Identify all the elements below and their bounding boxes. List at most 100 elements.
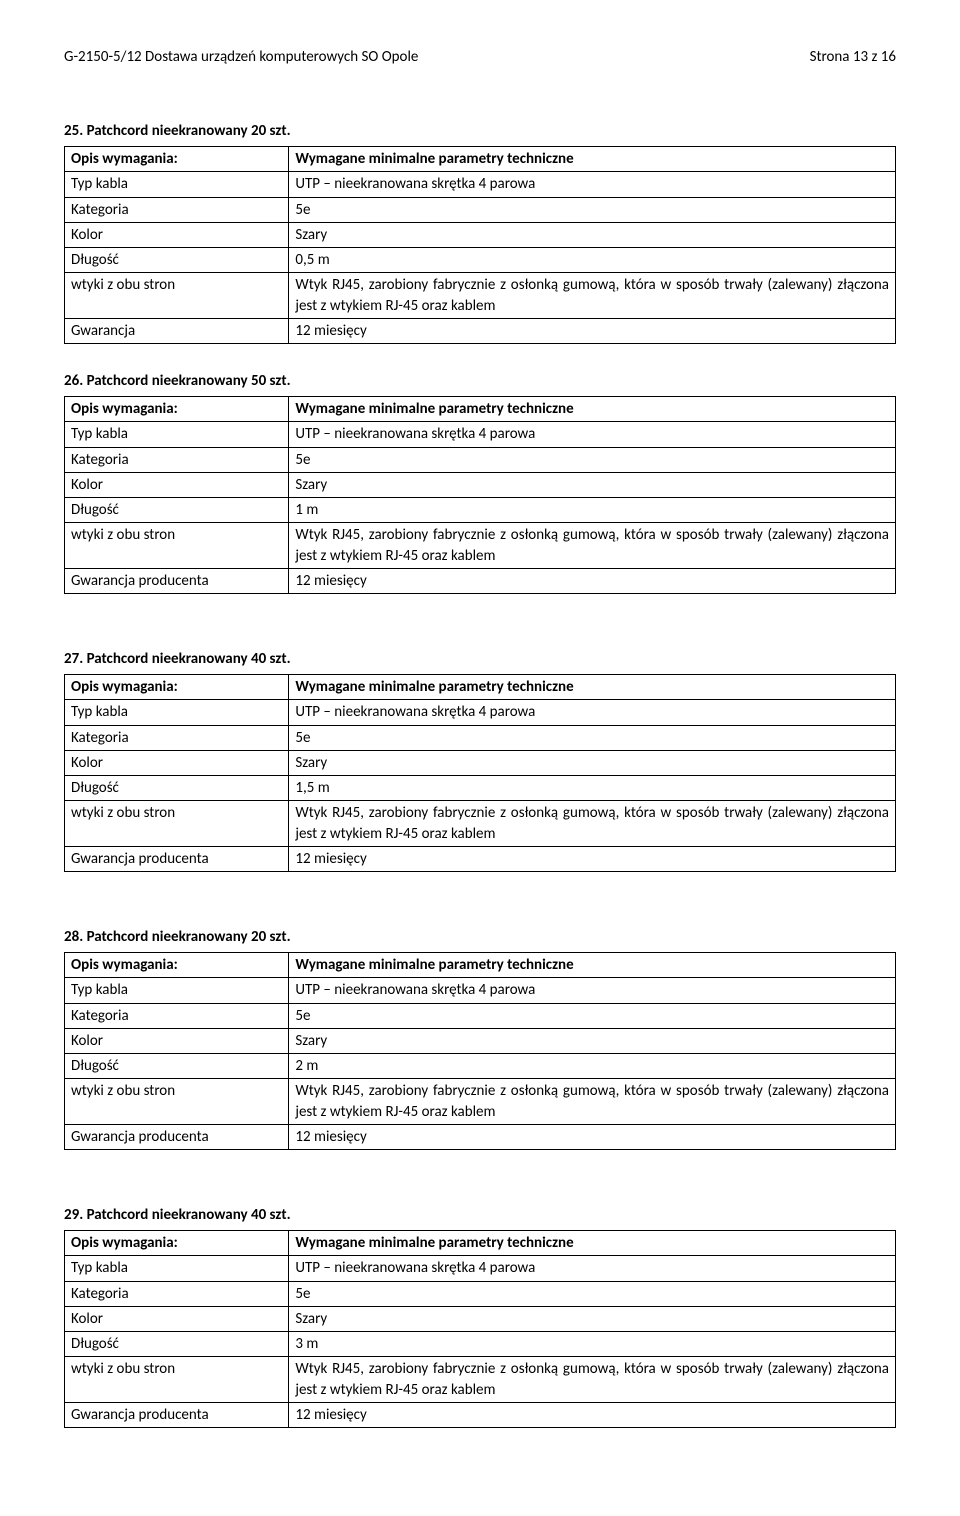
value-dlugosc: 1 m xyxy=(289,498,896,523)
label-opis: Opis wymagania: xyxy=(65,1231,289,1256)
label-kolor: Kolor xyxy=(65,222,289,247)
value-gwarancja: 12 miesięcy xyxy=(289,846,896,871)
table-row: Typ kabla UTP – nieekranowana skrętka 4 … xyxy=(65,422,896,447)
table-row: Kolor Szary xyxy=(65,472,896,497)
label-wymagane: Wymagane minimalne parametry techniczne xyxy=(289,147,896,172)
table-row: wtyki z obu stron Wtyk RJ45, zarobiony f… xyxy=(65,1079,896,1125)
table-row: Gwarancja 12 miesięcy xyxy=(65,318,896,343)
value-dlugosc: 3 m xyxy=(289,1332,896,1357)
value-dlugosc: 2 m xyxy=(289,1054,896,1079)
table-row: wtyki z obu stron Wtyk RJ45, zarobiony f… xyxy=(65,1357,896,1403)
table-row: Kolor Szary xyxy=(65,1306,896,1331)
label-typ-kabla: Typ kabla xyxy=(65,172,289,197)
section-25-heading: 25. Patchcord nieekranowany 20 szt. xyxy=(64,122,896,140)
value-wtyki: Wtyk RJ45, zarobiony fabrycznie z osłonk… xyxy=(289,273,896,319)
label-wymagane: Wymagane minimalne parametry techniczne xyxy=(289,1231,896,1256)
value-kategoria: 5e xyxy=(289,1281,896,1306)
label-gwarancja-prod: Gwarancja producenta xyxy=(65,1402,289,1427)
label-wtyki: wtyki z obu stron xyxy=(65,273,289,319)
value-gwarancja: 12 miesięcy xyxy=(289,568,896,593)
value-wtyki: Wtyk RJ45, zarobiony fabrycznie z osłonk… xyxy=(289,523,896,569)
value-typ-kabla: UTP – nieekranowana skrętka 4 parowa xyxy=(289,700,896,725)
section-28-table: Opis wymagania: Wymagane minimalne param… xyxy=(64,952,896,1150)
label-opis: Opis wymagania: xyxy=(65,397,289,422)
table-row: Kategoria 5e xyxy=(65,1281,896,1306)
label-kolor: Kolor xyxy=(65,1306,289,1331)
value-gwarancja: 12 miesięcy xyxy=(289,1124,896,1149)
label-wymagane: Wymagane minimalne parametry techniczne xyxy=(289,953,896,978)
value-wtyki: Wtyk RJ45, zarobiony fabrycznie z osłonk… xyxy=(289,1357,896,1403)
label-typ-kabla: Typ kabla xyxy=(65,978,289,1003)
label-kategoria: Kategoria xyxy=(65,197,289,222)
label-wymagane: Wymagane minimalne parametry techniczne xyxy=(289,397,896,422)
value-kolor: Szary xyxy=(289,1306,896,1331)
value-typ-kabla: UTP – nieekranowana skrętka 4 parowa xyxy=(289,172,896,197)
value-kolor: Szary xyxy=(289,222,896,247)
label-dlugosc: Długość xyxy=(65,776,289,801)
section-26-heading: 26. Patchcord nieekranowany 50 szt. xyxy=(64,372,896,390)
table-row: Typ kabla UTP – nieekranowana skrętka 4 … xyxy=(65,1256,896,1281)
label-dlugosc: Długość xyxy=(65,1054,289,1079)
section-29-heading: 29. Patchcord nieekranowany 40 szt. xyxy=(64,1206,896,1224)
table-row: Długość 1,5 m xyxy=(65,776,896,801)
label-kategoria: Kategoria xyxy=(65,725,289,750)
label-wymagane: Wymagane minimalne parametry techniczne xyxy=(289,675,896,700)
section-25-table: Opis wymagania: Wymagane minimalne param… xyxy=(64,146,896,344)
table-row: Kategoria 5e xyxy=(65,1003,896,1028)
label-gwarancja: Gwarancja xyxy=(65,318,289,343)
label-kolor: Kolor xyxy=(65,750,289,775)
label-gwarancja-prod: Gwarancja producenta xyxy=(65,568,289,593)
table-row: wtyki z obu stron Wtyk RJ45, zarobiony f… xyxy=(65,523,896,569)
label-kolor: Kolor xyxy=(65,1028,289,1053)
label-typ-kabla: Typ kabla xyxy=(65,1256,289,1281)
table-row: wtyki z obu stron Wtyk RJ45, zarobiony f… xyxy=(65,801,896,847)
value-kolor: Szary xyxy=(289,1028,896,1053)
spacer xyxy=(64,900,896,928)
spacer xyxy=(64,1178,896,1206)
table-row: wtyki z obu stron Wtyk RJ45, zarobiony f… xyxy=(65,273,896,319)
value-dlugosc: 0,5 m xyxy=(289,248,896,273)
label-dlugosc: Długość xyxy=(65,498,289,523)
section-26-table: Opis wymagania: Wymagane minimalne param… xyxy=(64,396,896,594)
table-row: Długość 1 m xyxy=(65,498,896,523)
table-row: Opis wymagania: Wymagane minimalne param… xyxy=(65,953,896,978)
table-row: Opis wymagania: Wymagane minimalne param… xyxy=(65,675,896,700)
label-wtyki: wtyki z obu stron xyxy=(65,1079,289,1125)
section-29-table: Opis wymagania: Wymagane minimalne param… xyxy=(64,1230,896,1428)
label-opis: Opis wymagania: xyxy=(65,953,289,978)
value-wtyki: Wtyk RJ45, zarobiony fabrycznie z osłonk… xyxy=(289,801,896,847)
label-wtyki: wtyki z obu stron xyxy=(65,523,289,569)
section-27-heading: 27. Patchcord nieekranowany 40 szt. xyxy=(64,650,896,668)
value-kategoria: 5e xyxy=(289,447,896,472)
table-row: Opis wymagania: Wymagane minimalne param… xyxy=(65,397,896,422)
value-gwarancja: 12 miesięcy xyxy=(289,318,896,343)
label-opis: Opis wymagania: xyxy=(65,675,289,700)
value-typ-kabla: UTP – nieekranowana skrętka 4 parowa xyxy=(289,422,896,447)
table-row: Długość 0,5 m xyxy=(65,248,896,273)
page-header: G-2150-5/12 Dostawa urządzeń komputerowy… xyxy=(64,48,896,66)
header-right: Strona 13 z 16 xyxy=(810,48,896,66)
value-typ-kabla: UTP – nieekranowana skrętka 4 parowa xyxy=(289,978,896,1003)
table-row: Kategoria 5e xyxy=(65,447,896,472)
value-kolor: Szary xyxy=(289,472,896,497)
table-row: Typ kabla UTP – nieekranowana skrętka 4 … xyxy=(65,978,896,1003)
table-row: Opis wymagania: Wymagane minimalne param… xyxy=(65,1231,896,1256)
label-dlugosc: Długość xyxy=(65,1332,289,1357)
label-gwarancja-prod: Gwarancja producenta xyxy=(65,846,289,871)
label-wtyki: wtyki z obu stron xyxy=(65,801,289,847)
label-gwarancja-prod: Gwarancja producenta xyxy=(65,1124,289,1149)
table-row: Gwarancja producenta 12 miesięcy xyxy=(65,1402,896,1427)
table-row: Kategoria 5e xyxy=(65,197,896,222)
label-kolor: Kolor xyxy=(65,472,289,497)
table-row: Długość 2 m xyxy=(65,1054,896,1079)
label-dlugosc: Długość xyxy=(65,248,289,273)
section-28-heading: 28. Patchcord nieekranowany 20 szt. xyxy=(64,928,896,946)
value-gwarancja: 12 miesięcy xyxy=(289,1402,896,1427)
value-kategoria: 5e xyxy=(289,725,896,750)
value-dlugosc: 1,5 m xyxy=(289,776,896,801)
label-kategoria: Kategoria xyxy=(65,1003,289,1028)
table-row: Gwarancja producenta 12 miesięcy xyxy=(65,568,896,593)
value-kategoria: 5e xyxy=(289,197,896,222)
table-row: Kategoria 5e xyxy=(65,725,896,750)
label-typ-kabla: Typ kabla xyxy=(65,422,289,447)
